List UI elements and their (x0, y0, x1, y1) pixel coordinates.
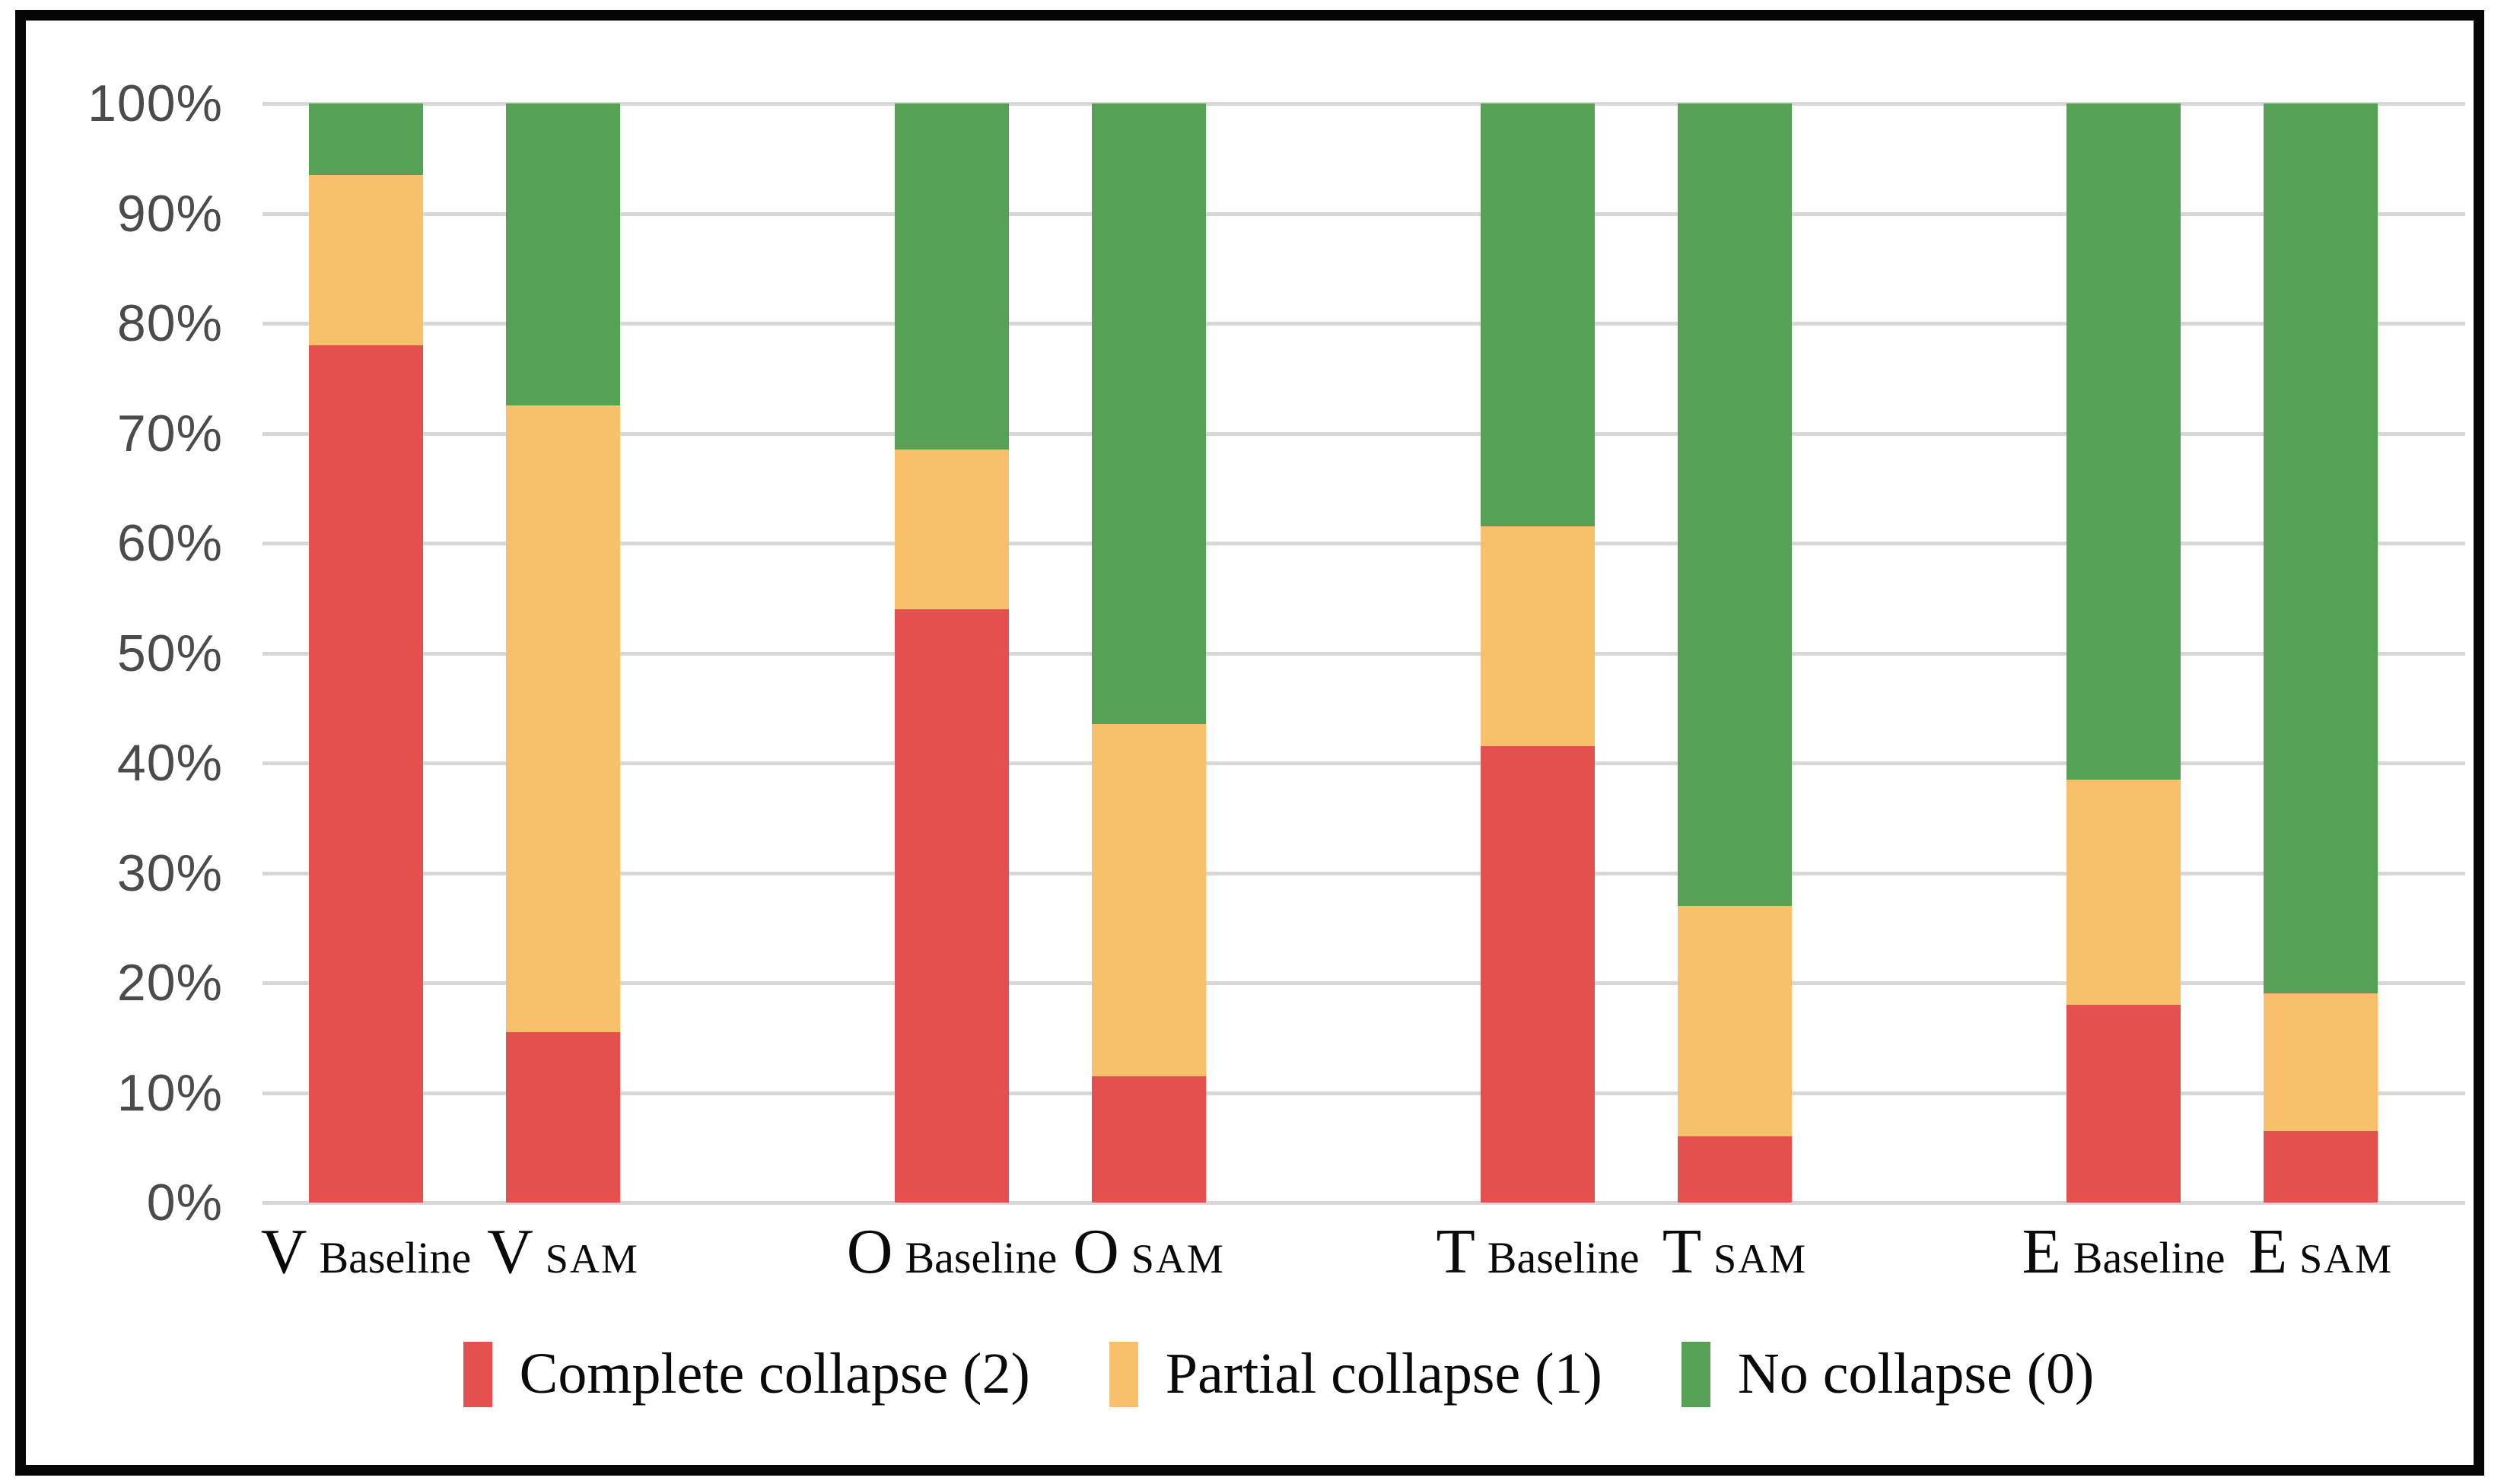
legend-item-partial-collapse: Partial collapse (1) (1109, 1341, 1602, 1407)
segment-none-O-sam (1092, 103, 1206, 725)
bars-row: V Baseline V SAM O Baseline O SAM T Baseline T SAM E… (261, 103, 2465, 1287)
bar-group-V: V Baseline V SAM (261, 103, 638, 1287)
plot-area: 0% 10% 20% 30% 40% 50% 60% 70% 80% 90% 100% V Basel… (87, 75, 2465, 1287)
segment-complete-V-baseline (309, 345, 423, 1203)
segment-complete-O-baseline (895, 609, 1009, 1203)
category-variant: SAM (1713, 1236, 1808, 1282)
category-letter: V (487, 1216, 533, 1287)
legend-swatch-partial-collapse (1109, 1341, 1138, 1407)
category-letter: O (846, 1216, 893, 1287)
bar-T-baseline: T Baseline (1436, 103, 1640, 1287)
segment-partial-E-baseline (2067, 779, 2181, 1005)
category-label-V-baseline: V Baseline (261, 1215, 471, 1289)
segment-partial-O-baseline (895, 450, 1009, 609)
category-variant: SAM (545, 1236, 639, 1282)
category-label-O-baseline: O Baseline (847, 1215, 1057, 1289)
gridline-70 (262, 431, 2465, 436)
segment-complete-T-sam (1678, 1136, 1792, 1203)
segment-partial-E-sam (2264, 993, 2378, 1132)
gridline-90 (262, 211, 2465, 216)
gridline-10 (262, 1091, 2465, 1095)
legend-item-no-collapse: No collapse (0) (1681, 1341, 2095, 1407)
gridline-80 (262, 322, 2465, 326)
gridline-100 (262, 102, 2465, 106)
y-tick-label-60: 60% (116, 514, 223, 572)
category-letter: E (2022, 1216, 2061, 1287)
category-variant: Baseline (319, 1233, 472, 1282)
bar-group-O: O Baseline O SAM (847, 103, 1223, 1287)
y-tick-label-0: 0% (146, 1174, 223, 1231)
category-letter: T (1436, 1216, 1475, 1287)
y-tick-label-100: 100% (87, 75, 223, 132)
category-variant: SAM (2299, 1236, 2394, 1282)
category-variant: Baseline (2073, 1233, 2226, 1282)
bar-group-E: E Baseline E SAM (2022, 103, 2391, 1287)
legend-swatch-no-collapse (1681, 1341, 1710, 1407)
category-label-E-sam: E SAM (2248, 1215, 2393, 1289)
legend-label-no-collapse: No collapse (0) (1737, 1342, 2095, 1406)
gridline-0 (262, 1201, 2465, 1205)
y-tick-label-50: 50% (116, 624, 223, 682)
category-label-T-sam: T SAM (1662, 1215, 1807, 1289)
segment-partial-V-sam (506, 405, 620, 1033)
legend-item-complete-collapse: Complete collapse (2) (463, 1341, 1030, 1407)
legend: Complete collapse (2) Partial collapse (… (0, 1341, 2504, 1407)
gridline-50 (262, 651, 2465, 656)
gridline-20 (262, 981, 2465, 985)
y-tick-label-10: 10% (116, 1063, 223, 1122)
segment-none-O-baseline (895, 103, 1009, 450)
category-label-O-sam: O SAM (1073, 1215, 1225, 1289)
segment-none-T-sam (1678, 103, 1792, 906)
category-variant: Baseline (1487, 1233, 1640, 1282)
category-label-E-baseline: E Baseline (2022, 1215, 2225, 1289)
gridline-30 (262, 871, 2465, 875)
category-letter: T (1662, 1216, 1702, 1287)
segment-complete-V-sam (506, 1032, 620, 1203)
segment-partial-O-sam (1092, 724, 1206, 1076)
segment-none-E-sam (2264, 103, 2378, 994)
segment-complete-O-sam (1092, 1076, 1206, 1203)
bar-group-T: T Baseline T SAM (1436, 103, 1806, 1287)
y-tick-label-40: 40% (116, 734, 223, 792)
bar-E-baseline: E Baseline (2022, 103, 2226, 1287)
category-letter: V (260, 1216, 307, 1287)
category-variant: SAM (1131, 1236, 1225, 1282)
category-label-V-sam: V SAM (487, 1215, 639, 1289)
segment-none-E-baseline (2067, 103, 2181, 780)
bar-E-sam: E SAM (2248, 103, 2391, 1287)
category-letter: E (2248, 1216, 2288, 1287)
y-tick-label-80: 80% (116, 294, 223, 352)
y-tick-label-20: 20% (116, 954, 223, 1012)
segment-partial-V-baseline (309, 174, 423, 345)
segment-none-V-baseline (309, 103, 423, 175)
segment-none-T-baseline (1481, 103, 1595, 527)
gridline-60 (262, 542, 2465, 545)
gridline-40 (262, 761, 2465, 765)
segment-complete-T-baseline (1481, 746, 1595, 1203)
legend-label-partial-collapse: Partial collapse (1) (1165, 1342, 1602, 1406)
category-label-T-baseline: T Baseline (1436, 1215, 1639, 1289)
y-tick-label-70: 70% (116, 404, 223, 462)
segment-none-V-sam (506, 103, 620, 406)
segment-complete-E-sam (2264, 1131, 2378, 1203)
y-tick-label-30: 30% (116, 844, 223, 902)
legend-swatch-complete-collapse (463, 1341, 492, 1407)
bar-O-sam: O SAM (1073, 103, 1223, 1287)
segment-complete-E-baseline (2067, 1004, 2181, 1203)
category-letter: O (1073, 1216, 1119, 1287)
bar-T-sam: T SAM (1662, 103, 1806, 1287)
segment-partial-T-sam (1678, 905, 1792, 1137)
bar-V-baseline: V Baseline (261, 103, 471, 1287)
segment-partial-T-baseline (1481, 526, 1595, 747)
bar-V-sam: V SAM (487, 103, 638, 1287)
legend-label-complete-collapse: Complete collapse (2) (519, 1342, 1030, 1406)
y-tick-label-90: 90% (116, 184, 223, 243)
bar-O-baseline: O Baseline (847, 103, 1057, 1287)
category-variant: Baseline (905, 1233, 1058, 1282)
